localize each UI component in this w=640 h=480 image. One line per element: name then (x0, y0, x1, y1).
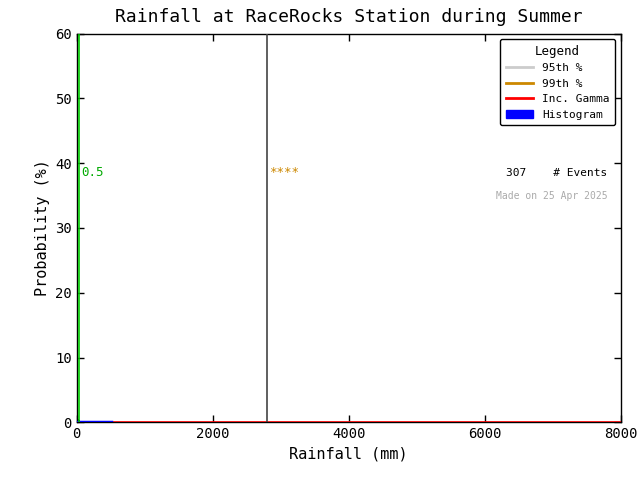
Y-axis label: Probability (%): Probability (%) (35, 159, 50, 297)
Bar (79, 420, 80, 422)
Title: Rainfall at RaceRocks Station during Summer: Rainfall at RaceRocks Station during Sum… (115, 9, 582, 26)
Bar (84, 421, 85, 422)
Text: ****: **** (269, 167, 298, 180)
Bar (90, 421, 92, 422)
X-axis label: Rainfall (mm): Rainfall (mm) (289, 447, 408, 462)
Bar (82, 421, 84, 422)
Bar (87, 421, 89, 422)
Bar (85, 421, 87, 422)
Legend: 95th %, 99th %, Inc. Gamma, Histogram: 95th %, 99th %, Inc. Gamma, Histogram (500, 39, 615, 125)
Text: Made on 25 Apr 2025: Made on 25 Apr 2025 (495, 191, 607, 201)
Bar (92, 421, 94, 422)
Bar (80, 421, 82, 422)
Bar (77, 420, 79, 422)
Bar (89, 421, 90, 422)
Text: 0.5: 0.5 (81, 167, 104, 180)
Text: 307    # Events: 307 # Events (506, 168, 607, 178)
